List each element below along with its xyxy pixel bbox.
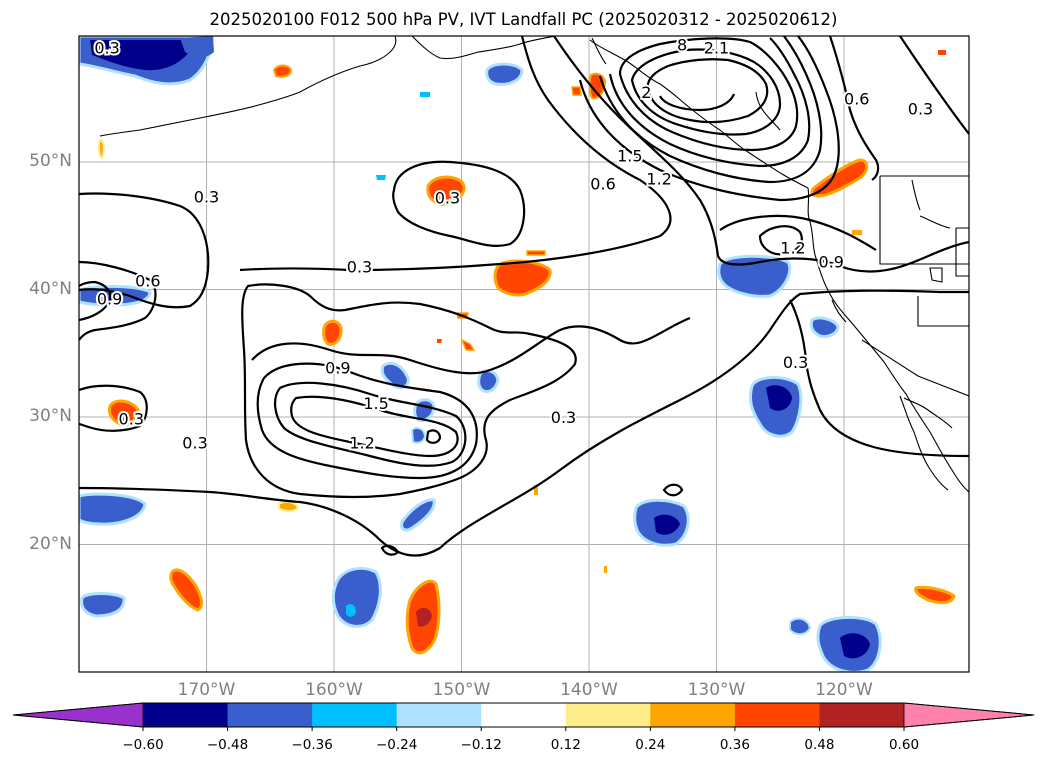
latitude-label: 50°N	[29, 151, 72, 171]
contour-label: 2.1	[704, 38, 729, 57]
contour-label: 0.3	[182, 434, 207, 453]
latitude-label: 30°N	[29, 406, 72, 426]
contour-0.6	[251, 316, 691, 375]
contour-0.6-north	[578, 36, 840, 202]
colorbar-tick-label: −0.24	[375, 737, 418, 753]
contour-0.9-north	[598, 36, 823, 184]
ivt-pc-shading	[79, 36, 956, 672]
map-title: 2025020100 F012 500 hPa PV, IVT Landfall…	[209, 10, 838, 29]
colorbar-segment	[734, 703, 820, 727]
colorbar-tick-label: 0.48	[804, 737, 835, 753]
contour-1.2	[274, 381, 467, 467]
contour-label: 0.9	[325, 358, 350, 377]
contour-label: 2	[641, 83, 651, 102]
colorbar-segment	[650, 703, 736, 727]
latitude-label: 40°N	[29, 278, 72, 299]
contour-1.5-north	[618, 37, 799, 152]
contour-1.8-north	[630, 48, 782, 136]
longitude-label: 130°W	[687, 680, 746, 700]
contour-label: 1.2	[780, 238, 805, 257]
longitude-label: 160°W	[305, 680, 363, 700]
colorbar-segment	[565, 703, 651, 727]
contour-label: 8	[677, 36, 687, 55]
coastlines	[99, 36, 969, 493]
contour-label: 0.9	[819, 252, 844, 271]
longitude-label: 170°W	[177, 680, 236, 700]
latitude-label: 20°N	[29, 533, 72, 554]
colorbar-tick-label: 0.24	[635, 737, 666, 753]
contour-label: 0.3	[94, 38, 119, 57]
colorbar-tick-label: −0.36	[291, 737, 333, 753]
colorbar-extend-low	[12, 702, 144, 728]
contour-label: 0.3	[194, 187, 219, 206]
colorbar-segment	[481, 703, 567, 727]
contour-label: 1.5	[617, 147, 642, 166]
contour-label: 0.3	[347, 258, 372, 277]
contour-label: 0.6	[135, 272, 160, 291]
longitude-label: 140°W	[560, 680, 618, 700]
contour-2.1-north	[646, 58, 769, 124]
contour-0.3-outer	[79, 289, 969, 557]
colorbar-extend-high	[903, 702, 1035, 728]
contour-1.2-north	[608, 37, 811, 168]
colorbar-segment	[312, 703, 398, 727]
contour-label: 0.3	[119, 409, 144, 428]
colorbar-tick-label: 0.36	[719, 737, 750, 753]
colorbar-segment	[396, 703, 482, 727]
colorbar-tick-label: −0.12	[460, 737, 502, 753]
longitude-label: 120°W	[815, 680, 873, 700]
colorbar-segment	[819, 703, 905, 727]
contour-label: 0.3	[783, 353, 808, 372]
contour-0.9	[256, 362, 478, 480]
colorbar-segments	[12, 702, 1035, 731]
contour-0.3-inner	[241, 283, 577, 499]
colorbar-tick-label: −0.60	[122, 737, 164, 753]
colorbar-tick-label: 0.12	[550, 737, 581, 753]
contour-label: 1.2	[646, 170, 671, 189]
colorbar-tick-label: 0.60	[888, 737, 920, 753]
colorbar-segment	[143, 703, 229, 727]
colorbar-segment	[227, 703, 313, 727]
contour-labels: 0.3 8 2.12 0.60.31.51.20.60.3 0.31.20.90.30.…	[92, 34, 935, 455]
contour-label: 0.6	[844, 89, 869, 108]
contour-1.5	[290, 395, 459, 458]
contour-label: 0.9	[97, 289, 122, 308]
contour-label: 0.3	[908, 99, 933, 118]
contour-label: 1.2	[349, 434, 374, 453]
colorbar-tick-label: −0.48	[206, 737, 249, 753]
map-frame	[78, 35, 970, 673]
contour-label: 0.3	[551, 408, 576, 427]
contour-label: 1.5	[363, 394, 388, 413]
pv-contours	[79, 36, 969, 557]
longitude-label: 150°W	[432, 680, 491, 700]
contour-label: 0.3	[435, 189, 460, 208]
contour-label: 0.6	[590, 175, 615, 194]
